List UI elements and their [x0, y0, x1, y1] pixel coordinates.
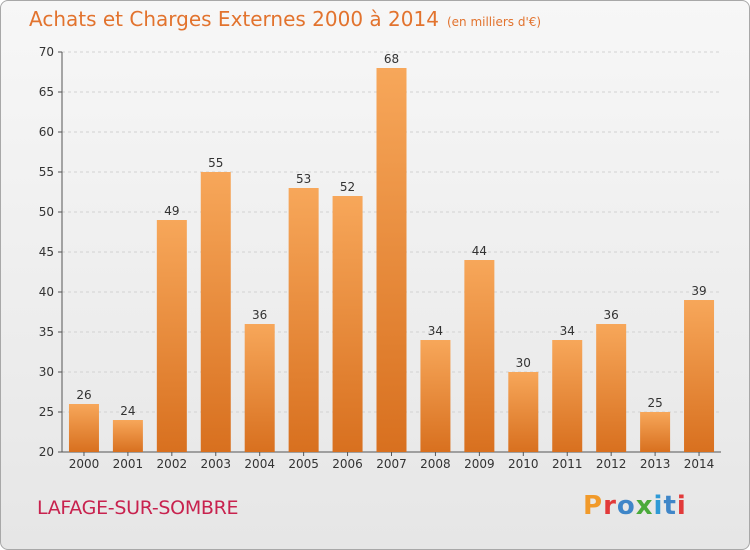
- logo-letter: x: [635, 491, 654, 521]
- bar-2011: [552, 340, 583, 452]
- data-label-2003: 55: [208, 156, 223, 170]
- data-label-2009: 44: [472, 244, 487, 258]
- y-tick-label: 45: [39, 245, 54, 259]
- y-tick-label: 25: [39, 405, 54, 419]
- bar-2014: [684, 300, 715, 452]
- x-tick-label-2012: 2012: [596, 457, 627, 471]
- bar-2002: [156, 220, 187, 452]
- x-tick-label-2001: 2001: [113, 457, 144, 471]
- data-labels: 26 24 49 55 36 53 52 68 34 44 30 34 36 25 39: [76, 52, 706, 418]
- x-tick-label-2002: 2002: [157, 457, 188, 471]
- data-label-2011: 34: [560, 324, 575, 338]
- x-tick-label-2013: 2013: [640, 457, 671, 471]
- bar-2012: [596, 324, 627, 452]
- data-label-2002: 49: [164, 204, 179, 218]
- chart-title-text: Achats et Charges Externes 2000 à 2014: [29, 7, 439, 31]
- logo-letter: o: [616, 491, 636, 521]
- data-label-2008: 34: [428, 324, 443, 338]
- x-tick-label-2005: 2005: [288, 457, 319, 471]
- x-tick-label-2010: 2010: [508, 457, 539, 471]
- y-tick-label: 35: [39, 325, 54, 339]
- x-tick-label-2009: 2009: [464, 457, 495, 471]
- chart-unit: (en milliers d'€): [446, 15, 542, 29]
- logo-letter: r: [603, 491, 617, 521]
- bar-2003: [200, 172, 231, 452]
- x-tick-labels: 2000 2001 2002 2003 2004 2005 2006 2007 2008 2009…: [69, 452, 715, 471]
- data-label-2005: 53: [296, 172, 311, 186]
- x-tick-label-2011: 2011: [552, 457, 583, 471]
- data-label-2004: 36: [252, 308, 267, 322]
- bars: [68, 68, 715, 452]
- chart-title: Achats et Charges Externes 2000 à 2014 (e…: [29, 7, 541, 31]
- bar-2001: [112, 420, 143, 452]
- y-tick-label: 55: [39, 165, 54, 179]
- x-tick-label-2007: 2007: [376, 457, 407, 471]
- bar-2007: [376, 68, 407, 452]
- town-name: LAFAGE-SUR-SOMBRE: [37, 497, 239, 519]
- x-tick-label-2004: 2004: [244, 457, 275, 471]
- y-tick-label: 65: [39, 85, 54, 99]
- data-label-2013: 25: [647, 396, 662, 410]
- data-label-2012: 36: [604, 308, 619, 322]
- bar-2008: [420, 340, 451, 452]
- data-label-2007: 68: [384, 52, 399, 66]
- y-tick-label: 20: [39, 445, 54, 459]
- x-tick-label-2003: 2003: [200, 457, 231, 471]
- x-tick-label-2006: 2006: [332, 457, 363, 471]
- logo-letter: i: [676, 491, 687, 521]
- x-tick-label-2000: 2000: [69, 457, 100, 471]
- y-tick-labels: 20 25 30 35 40 45 50 55 60 65 70: [39, 45, 62, 459]
- logo-letter: t: [663, 491, 677, 521]
- x-tick-label-2014: 2014: [684, 457, 715, 471]
- bar-2009: [464, 260, 495, 452]
- proxiti-logo[interactable]: Proxiti: [583, 491, 687, 521]
- bar-2004: [244, 324, 275, 452]
- logo-letter: P: [583, 491, 604, 521]
- data-label-2006: 52: [340, 180, 355, 194]
- data-label-2000: 26: [76, 388, 91, 402]
- bar-2006: [332, 196, 363, 452]
- y-tick-label: 40: [39, 285, 54, 299]
- x-tick-label-2008: 2008: [420, 457, 451, 471]
- data-label-2014: 39: [691, 284, 706, 298]
- bar-2010: [508, 372, 539, 452]
- data-label-2010: 30: [516, 356, 531, 370]
- y-tick-label: 70: [39, 45, 54, 59]
- bar-2013: [640, 412, 671, 452]
- bar-2005: [288, 188, 319, 452]
- bar-2000: [68, 404, 99, 452]
- y-tick-label: 50: [39, 205, 54, 219]
- logo-letter: i: [653, 491, 664, 521]
- y-tick-label: 60: [39, 125, 54, 139]
- y-tick-label: 30: [39, 365, 54, 379]
- data-label-2001: 24: [120, 404, 135, 418]
